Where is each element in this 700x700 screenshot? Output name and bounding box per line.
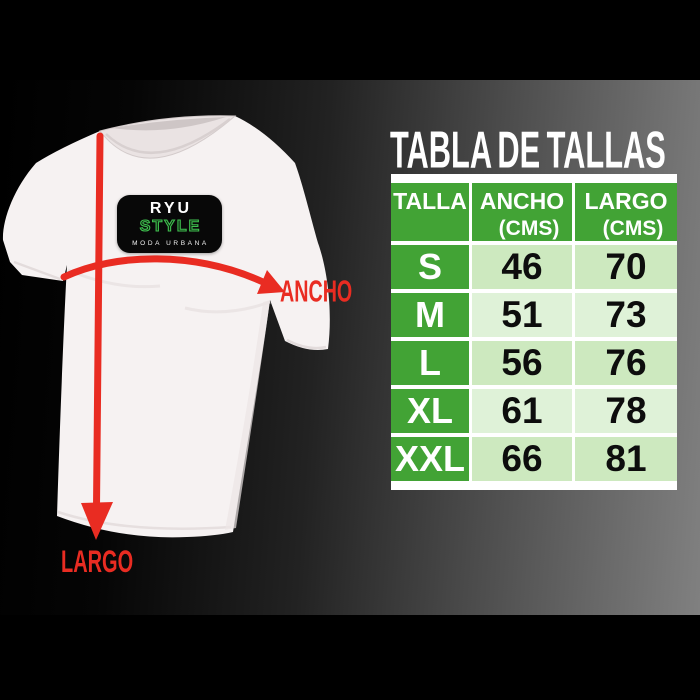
- length-arrow-shaft: [93, 132, 104, 511]
- ancho-value-xxl: 66: [472, 437, 572, 481]
- right-side-shading: [225, 300, 270, 530]
- size-label-xxl: XXL: [391, 437, 469, 481]
- brand-logo-patch: RYU STYLE MODA URBANA: [117, 195, 222, 253]
- width-measure-label: ANCHO: [280, 274, 353, 309]
- top-letterbox-bar: [0, 0, 700, 80]
- largo-value-l: 76: [575, 341, 677, 385]
- length-measure-label: LARGO: [61, 543, 134, 580]
- largo-value-m: 73: [575, 293, 677, 337]
- largo-value-xl: 78: [575, 389, 677, 433]
- brand-name-style: STYLE: [139, 217, 202, 235]
- largo-value-s: 70: [575, 245, 677, 289]
- size-label-l: L: [391, 341, 469, 385]
- ancho-value-xl: 61: [472, 389, 572, 433]
- size-label-m: M: [391, 293, 469, 337]
- largo-value-xxl: 81: [575, 437, 677, 481]
- length-arrow-head: [81, 502, 113, 540]
- width-arrow-shaft: [60, 255, 267, 286]
- bottom-hem-line: [57, 510, 232, 530]
- width-arrow-head: [257, 270, 285, 294]
- brand-tagline: MODA URBANA: [132, 239, 209, 247]
- size-label-xl: XL: [391, 389, 469, 433]
- right-sleeve-hem-line: [286, 338, 327, 350]
- brand-name: RYU: [149, 199, 193, 217]
- col-header-largo: LARGO (CMS): [575, 183, 677, 241]
- size-table-grid: TALLA ANCHO (CMS) LARGO (CMS) S 46 70 M …: [391, 183, 677, 481]
- ancho-value-l: 56: [472, 341, 572, 385]
- right-underarm-crease: [184, 300, 271, 314]
- left-sleeve-hem-line: [13, 260, 61, 281]
- collar-back-shadow: [112, 117, 226, 131]
- size-label-s: S: [391, 245, 469, 289]
- tshirt-body: [2, 116, 330, 538]
- ancho-value-s: 46: [472, 245, 572, 289]
- collar-inner-edge: [105, 118, 231, 154]
- ancho-value-m: 51: [472, 293, 572, 337]
- bottom-letterbox-bar: [0, 615, 700, 700]
- col-header-ancho: ANCHO (CMS): [472, 183, 572, 241]
- page-title: TABLA DE TALLAS: [390, 121, 666, 180]
- size-table: TALLA ANCHO (CMS) LARGO (CMS) S 46 70 M …: [391, 174, 677, 490]
- col-header-talla: TALLA: [391, 183, 469, 241]
